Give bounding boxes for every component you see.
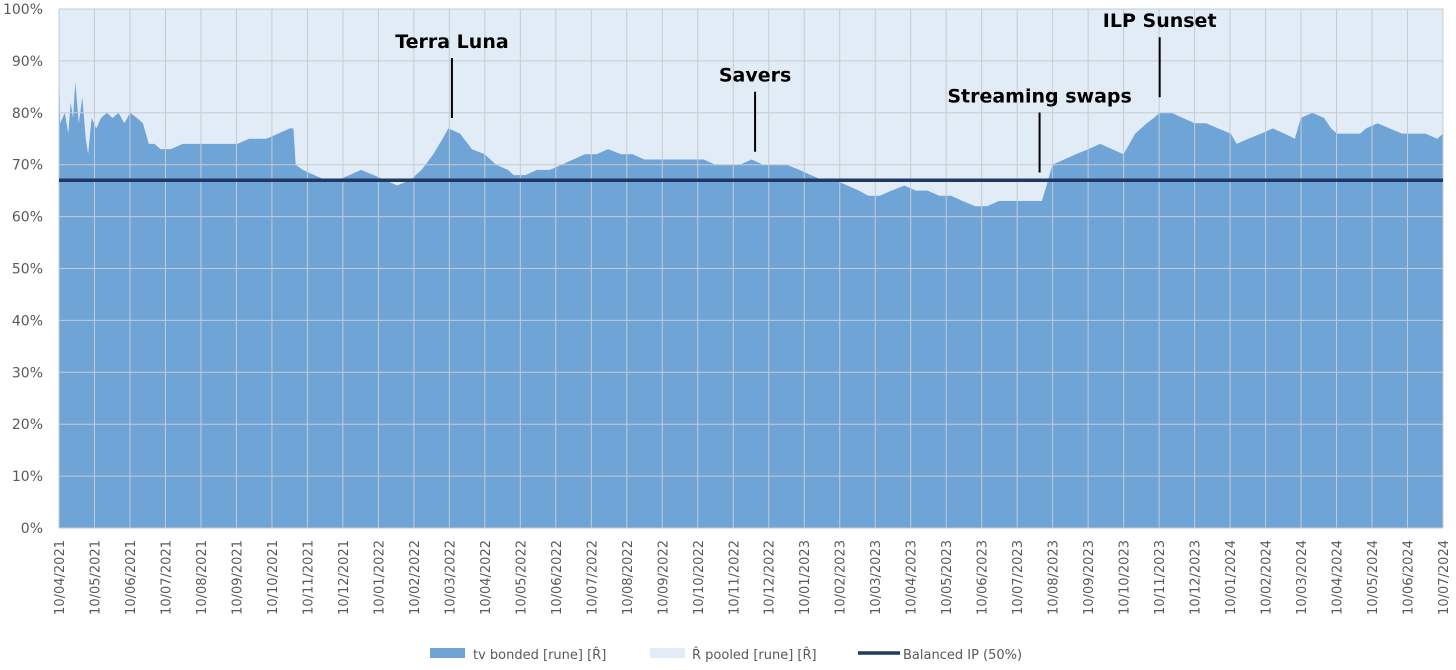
x-tick-label: 10/06/2022 [550, 540, 565, 615]
x-tick-label: 10/09/2022 [656, 540, 671, 615]
y-tick-label: 0% [21, 521, 43, 537]
x-tick-label: 10/09/2021 [230, 540, 245, 615]
legend-label-pooled: R̂ pooled [rune] [R̂] [692, 648, 817, 663]
y-axis-ticks: 0% 10% 20% 30% 40% 50% 60% 70% 80% 90% 100% [3, 2, 43, 537]
y-tick-label: 10% [12, 469, 43, 485]
x-tick-label: 10/08/2022 [621, 540, 636, 615]
x-tick-label: 10/05/2022 [514, 540, 529, 615]
legend-label-bonded: tv bonded [rune] [R̂] [473, 648, 606, 663]
x-tick-label: 10/07/2022 [585, 540, 600, 615]
y-tick-label: 50% [12, 262, 43, 278]
legend-swatch-pooled [650, 648, 685, 658]
annotation-label: Terra Luna [395, 31, 508, 53]
x-tick-label: 10/12/2023 [1189, 540, 1204, 615]
y-tick-label: 30% [12, 365, 43, 381]
x-tick-label: 10/11/2023 [1153, 540, 1168, 615]
x-tick-label: 10/05/2021 [88, 540, 103, 615]
x-tick-label: 10/03/2023 [869, 540, 884, 615]
x-tick-label: 10/08/2021 [195, 540, 210, 615]
x-tick-label: 10/06/2021 [124, 540, 139, 615]
y-tick-label: 20% [12, 417, 43, 433]
x-tick-label: 10/07/2024 [1437, 540, 1452, 615]
annotation-label: ILP Sunset [1103, 10, 1217, 32]
x-axis-ticks: 10/04/2021 10/05/2021 10/06/2021 10/07/2021… [53, 540, 1452, 615]
x-tick-label: 10/05/2023 [940, 540, 955, 615]
x-tick-label: 10/09/2023 [1082, 540, 1097, 615]
x-tick-label: 10/04/2023 [905, 540, 920, 615]
y-tick-label: 40% [12, 313, 43, 329]
x-tick-label: 10/05/2024 [1366, 540, 1381, 615]
x-tick-label: 10/04/2022 [479, 540, 494, 615]
x-tick-label: 10/01/2022 [372, 540, 387, 615]
x-tick-label: 10/03/2022 [443, 540, 458, 615]
x-tick-label: 10/02/2022 [408, 540, 423, 615]
legend-label-balanced-ip: Balanced IP (50%) [903, 648, 1022, 663]
x-tick-label: 10/01/2024 [1224, 540, 1239, 615]
x-tick-label: 10/12/2021 [337, 540, 352, 615]
x-tick-label: 10/06/2024 [1402, 540, 1417, 615]
x-tick-label: 10/02/2024 [1260, 540, 1275, 615]
y-tick-label: 70% [12, 158, 43, 174]
x-tick-label: 10/02/2023 [834, 540, 849, 615]
x-tick-label: 10/08/2023 [1047, 540, 1062, 615]
x-tick-label: 10/11/2022 [727, 540, 742, 615]
legend-swatch-bonded [430, 648, 465, 658]
x-tick-label: 10/03/2024 [1295, 540, 1310, 615]
annotation-label: Streaming swaps [947, 85, 1132, 107]
annotation-label: Savers [719, 65, 791, 87]
y-tick-label: 90% [12, 54, 43, 70]
bonded-area [59, 60, 1443, 529]
x-tick-label: 10/04/2024 [1331, 540, 1346, 615]
annotations: Terra Luna Savers Streaming swaps ILP Sunse… [395, 10, 1217, 173]
x-tick-label: 10/10/2022 [692, 540, 707, 615]
x-tick-label: 10/06/2023 [976, 540, 991, 615]
legend: tv bonded [rune] [R̂] R̂ pooled [rune] [… [430, 648, 1022, 663]
x-tick-label: 10/07/2021 [159, 540, 174, 615]
x-tick-label: 10/07/2023 [1011, 540, 1026, 615]
x-tick-label: 10/10/2023 [1118, 540, 1133, 615]
grid-lines [58, 8, 1444, 529]
y-tick-label: 80% [12, 106, 43, 122]
x-tick-label: 10/04/2021 [53, 540, 68, 615]
x-tick-label: 10/12/2022 [763, 540, 778, 615]
y-tick-label: 100% [3, 2, 43, 18]
x-tick-label: 10/01/2023 [798, 540, 813, 615]
x-tick-label: 10/10/2021 [266, 540, 281, 615]
x-tick-label: 10/11/2021 [301, 540, 316, 615]
y-tick-label: 60% [12, 210, 43, 226]
